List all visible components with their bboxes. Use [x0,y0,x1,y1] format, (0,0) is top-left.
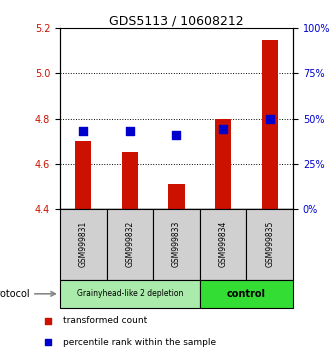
Text: percentile rank within the sample: percentile rank within the sample [63,338,216,347]
Point [127,129,133,134]
Bar [215,119,231,209]
Bar [246,209,293,280]
Bar [107,209,153,280]
Text: GSM999834: GSM999834 [218,221,228,268]
Bar [60,280,200,308]
Text: GSM999835: GSM999835 [265,221,274,268]
Text: GSM999832: GSM999832 [125,221,135,267]
Point [267,116,272,121]
Text: Grainyhead-like 2 depletion: Grainyhead-like 2 depletion [77,289,183,298]
Text: protocol: protocol [0,289,30,299]
Bar [122,153,138,209]
Title: GDS5113 / 10608212: GDS5113 / 10608212 [109,14,244,27]
Text: transformed count: transformed count [63,316,148,325]
Bar [262,40,278,209]
Bar [200,280,293,308]
Bar [153,209,200,280]
Bar [200,209,246,280]
Point [174,132,179,138]
Bar [168,184,184,209]
Point [81,129,86,134]
Point [46,340,51,346]
Bar [60,209,107,280]
Text: control: control [227,289,266,299]
Text: GSM999833: GSM999833 [172,221,181,268]
Point [220,127,226,132]
Bar [75,141,91,209]
Point [46,318,51,324]
Text: GSM999831: GSM999831 [79,221,88,267]
